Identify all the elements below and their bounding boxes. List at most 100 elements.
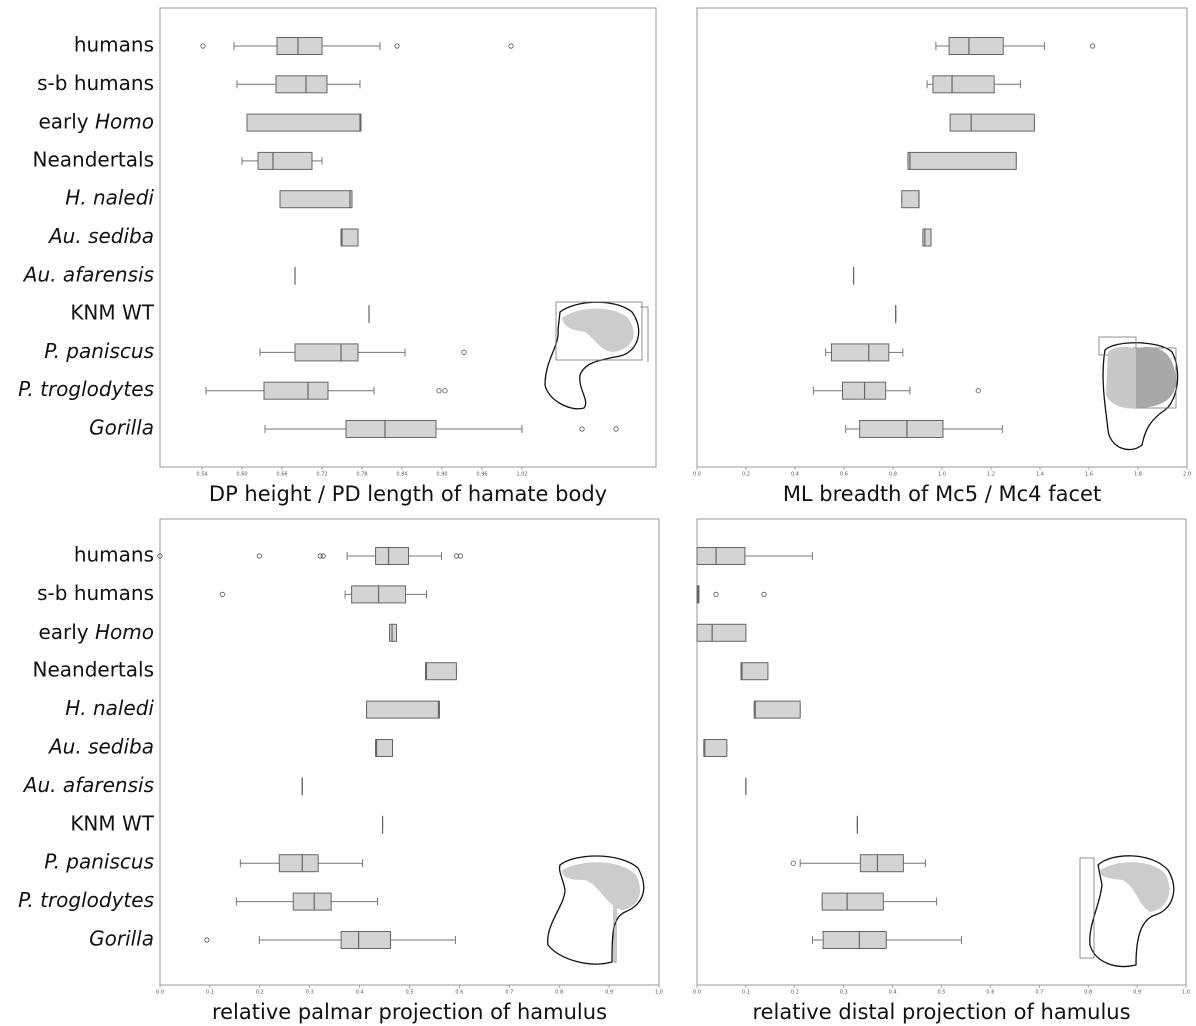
box <box>696 547 746 565</box>
sketch-fill <box>562 308 1176 912</box>
box <box>389 623 398 642</box>
x-tick-label: 0.90 <box>436 472 447 478</box>
box <box>263 381 329 400</box>
box <box>753 700 801 719</box>
hamate-sketch <box>544 301 1179 968</box>
outlier <box>317 553 323 559</box>
outlier <box>975 388 981 394</box>
outlier <box>219 591 225 598</box>
category-label: P. troglodytes <box>18 888 154 912</box>
category-label: early Homo <box>38 619 154 643</box>
box <box>703 739 728 757</box>
category-label: early Homo <box>38 109 154 133</box>
x-tick-label: 0.78 <box>356 472 367 478</box>
category-label: Gorilla <box>89 416 154 440</box>
box <box>294 343 359 362</box>
x-tick-label: 0.2 <box>791 990 799 996</box>
outlier <box>579 426 585 432</box>
x-tick-label: 1.0 <box>1182 990 1190 996</box>
box <box>948 37 1004 55</box>
box <box>831 343 890 362</box>
x-tick-label: 0.3 <box>840 990 848 996</box>
box <box>932 75 995 94</box>
x-tick-label: 0.1 <box>742 990 750 996</box>
box <box>340 931 392 949</box>
plot-frame <box>159 7 657 468</box>
x-tick-label: 1.6 <box>1085 472 1093 478</box>
box <box>345 420 437 438</box>
category-label: P. paniscus <box>44 339 154 363</box>
outlier <box>790 860 796 866</box>
x-tick-label: 0.54 <box>196 472 207 478</box>
x-tick-label: 1.0 <box>655 990 663 996</box>
x-tick-label: 0.7 <box>1035 990 1043 996</box>
category-label: H. naledi <box>65 696 154 720</box>
outlier <box>200 43 206 49</box>
x-tick-label: 0.7 <box>505 990 513 996</box>
category-label: P. troglodytes <box>18 377 154 401</box>
x-tick-label: 2.0 <box>1183 472 1191 478</box>
x-tick-label: 0.2 <box>256 990 264 996</box>
outlier <box>442 388 448 394</box>
box <box>424 662 457 681</box>
x-tick-label: 0.4 <box>889 990 897 996</box>
outlier <box>453 553 460 559</box>
x-tick-label: 0.66 <box>276 472 287 478</box>
outlier <box>1090 43 1096 49</box>
x-tick-label: 0.8 <box>555 990 563 996</box>
box <box>375 547 410 565</box>
x-tick-label: 0.0 <box>156 990 164 996</box>
box <box>246 113 362 132</box>
x-tick-label: 1.02 <box>516 472 527 478</box>
category-label: humans <box>74 543 154 567</box>
x-tick-label: 0.9 <box>1133 990 1141 996</box>
box <box>859 854 904 873</box>
box <box>340 228 359 247</box>
outlier <box>204 937 210 943</box>
x-tick-label: 0.5 <box>938 990 946 996</box>
x-tick-label: 1.4 <box>1036 472 1044 478</box>
category-label: Neandertals <box>33 147 155 171</box>
category-label: Au. sediba <box>47 735 154 759</box>
box <box>922 228 932 247</box>
x-tick-label: 0.6 <box>455 990 463 996</box>
x-tick-label: 0.2 <box>742 472 750 478</box>
outlier <box>256 553 262 559</box>
x-tick-label: 0.6 <box>840 472 848 478</box>
box <box>375 739 394 757</box>
x-tick-label: 0.0 <box>693 472 701 478</box>
category-label: Neandertals <box>33 658 155 682</box>
box <box>740 662 769 681</box>
box <box>901 190 920 209</box>
box <box>949 113 1035 132</box>
x-tick-label: 0.4 <box>791 472 799 478</box>
outlier <box>461 349 467 355</box>
x-axis-label: ML breadth of Mc5 / Mc4 facet <box>783 482 1101 506</box>
box <box>822 931 887 949</box>
category-label: KNM WT <box>70 301 154 325</box>
x-tick-label: 0.8 <box>1084 990 1092 996</box>
category-label: Au. sediba <box>47 224 154 248</box>
category-label: P. paniscus <box>44 850 154 874</box>
box <box>279 190 353 209</box>
x-tick-label: 0.1 <box>206 990 214 996</box>
category-label: s-b humans <box>37 581 154 605</box>
category-label: Au. afarensis <box>22 773 154 797</box>
x-tick-label: 1.0 <box>938 472 946 478</box>
x-tick-label: 0.60 <box>236 472 247 478</box>
category-label: Au. afarensis <box>22 262 154 286</box>
x-tick-label: 0.84 <box>396 472 407 478</box>
box <box>696 623 747 642</box>
x-tick-label: 0.0 <box>693 990 701 996</box>
x-tick-label: 0.5 <box>406 990 414 996</box>
outlier <box>713 591 719 598</box>
outlier <box>457 553 463 559</box>
x-tick-label: 1.8 <box>1134 472 1142 478</box>
outlier <box>320 553 326 559</box>
x-axis-label: DP height / PD length of hamate body <box>209 482 607 506</box>
x-tick-label: 0.9 <box>605 990 613 996</box>
box <box>821 892 884 911</box>
plot-frame <box>696 518 1187 986</box>
